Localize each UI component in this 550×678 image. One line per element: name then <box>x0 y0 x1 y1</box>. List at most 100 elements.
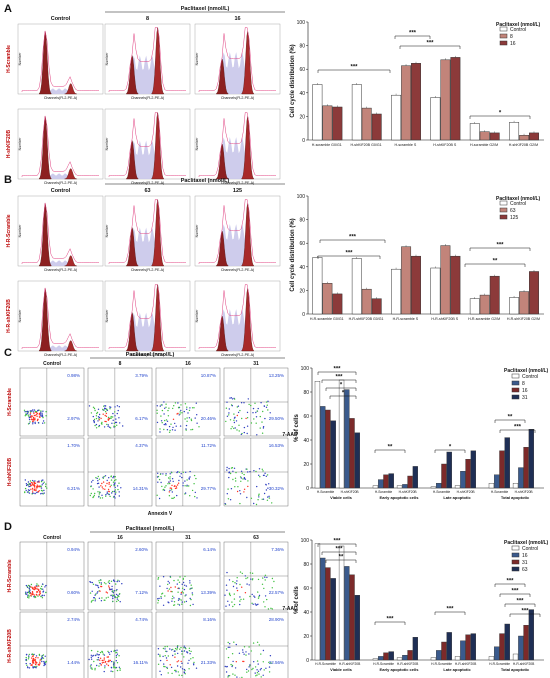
cell-dot <box>245 651 247 653</box>
cell-dot <box>167 655 169 657</box>
cell-dot <box>31 493 33 495</box>
cell-dot <box>230 428 232 430</box>
cell-dot <box>112 596 114 598</box>
cell-dot <box>233 598 236 600</box>
cell-dot <box>265 484 267 486</box>
dot-plot: 11.72%29.77% <box>155 437 221 507</box>
cell-dot <box>246 417 249 419</box>
x-axis-label: Annexin V <box>148 511 173 517</box>
cell-dot <box>268 666 271 668</box>
cell-dot <box>189 495 191 497</box>
cell-dot <box>27 591 30 594</box>
legend-label: 31 <box>522 560 528 566</box>
cell-dot <box>188 668 190 670</box>
cell-dot <box>34 422 36 425</box>
cell-dot <box>37 422 40 424</box>
cell-dot <box>168 431 171 433</box>
cell-dot <box>231 601 233 603</box>
cell-dot <box>116 669 119 672</box>
cell-dot <box>24 415 26 417</box>
cell-dot <box>113 484 116 487</box>
cell-dot <box>179 648 181 650</box>
cell-dot <box>97 656 100 659</box>
y-tick-label: 100 <box>301 538 310 544</box>
cell-dot <box>27 596 29 599</box>
cell-dot <box>115 655 118 657</box>
cell-dot <box>157 481 159 483</box>
cell-dot <box>256 434 258 436</box>
fit-curve <box>108 284 186 349</box>
cell-dot <box>262 649 265 652</box>
cell-dot <box>114 486 116 489</box>
cell-dot <box>27 410 29 413</box>
lower-right-percent: 0.60% <box>67 590 80 595</box>
cell-dot <box>243 402 245 404</box>
bar <box>440 59 451 141</box>
cell-dot <box>32 666 34 668</box>
cell-dot <box>186 652 189 654</box>
bar <box>529 132 539 141</box>
cell-dot <box>110 650 113 653</box>
cell-dot <box>106 656 109 658</box>
cell-dot <box>167 483 169 485</box>
cell-dot <box>36 411 38 413</box>
cell-dot <box>176 471 178 474</box>
cell-dot <box>37 418 39 421</box>
cell-dot <box>114 489 117 491</box>
x-axis-label: Channels(FL2-PE-A) <box>131 268 164 272</box>
cell-dot <box>160 481 162 484</box>
cell-dot <box>110 594 112 597</box>
cell-dot <box>92 496 94 499</box>
cell-dot <box>225 420 227 423</box>
bar <box>504 437 510 489</box>
x-axis-label: Channels(FL2-PE-A) <box>131 96 164 100</box>
cell-dot <box>113 483 116 485</box>
lower-right-percent: 29.77% <box>201 486 216 491</box>
cell-dot <box>261 421 263 423</box>
significance-label: *** <box>446 607 454 613</box>
cell-dot <box>185 600 188 603</box>
y-tick-label: 80 <box>299 44 305 50</box>
cell-dot <box>257 597 260 599</box>
cell-dot <box>36 415 38 417</box>
cell-dot <box>247 471 249 473</box>
cell-dot <box>190 418 192 420</box>
cell-dot <box>27 658 30 660</box>
condition-label: 125 <box>233 188 242 194</box>
cell-dot <box>185 471 187 473</box>
bar <box>523 625 529 661</box>
cell-dot <box>237 486 239 488</box>
cell-dot <box>41 583 44 585</box>
cell-dot <box>267 487 269 489</box>
y-tick-label: 80 <box>303 562 309 568</box>
cell-dot <box>191 587 193 589</box>
cell-dot <box>266 576 268 579</box>
cell-dot <box>33 412 35 415</box>
cell-dot <box>113 422 116 424</box>
cell-dot <box>232 660 234 663</box>
cell-dot <box>239 409 241 412</box>
cell-dot <box>107 416 110 419</box>
bar <box>320 557 326 661</box>
cell-dot <box>32 479 34 482</box>
cell-dot <box>32 659 34 662</box>
cell-dot <box>25 584 28 587</box>
y-axis-label: Number <box>18 309 22 323</box>
cell-dot <box>243 653 245 655</box>
cell-dot <box>96 477 98 480</box>
cell-dot <box>240 402 243 404</box>
cell-dot <box>37 584 39 586</box>
cell-dot <box>104 667 106 669</box>
y-tick-label: 60 <box>303 414 309 420</box>
cell-dot <box>171 472 173 474</box>
cell-dot <box>35 660 37 663</box>
cell-dot <box>104 414 106 417</box>
cell-dot <box>117 409 119 412</box>
cell-dot <box>100 585 103 588</box>
bar <box>430 486 437 489</box>
category-label: H-R-shKIF20B S <box>431 317 458 321</box>
cell-dot <box>244 575 246 577</box>
cell-dot <box>27 481 30 483</box>
cell-dot <box>238 430 240 432</box>
cell-dot <box>178 479 180 482</box>
